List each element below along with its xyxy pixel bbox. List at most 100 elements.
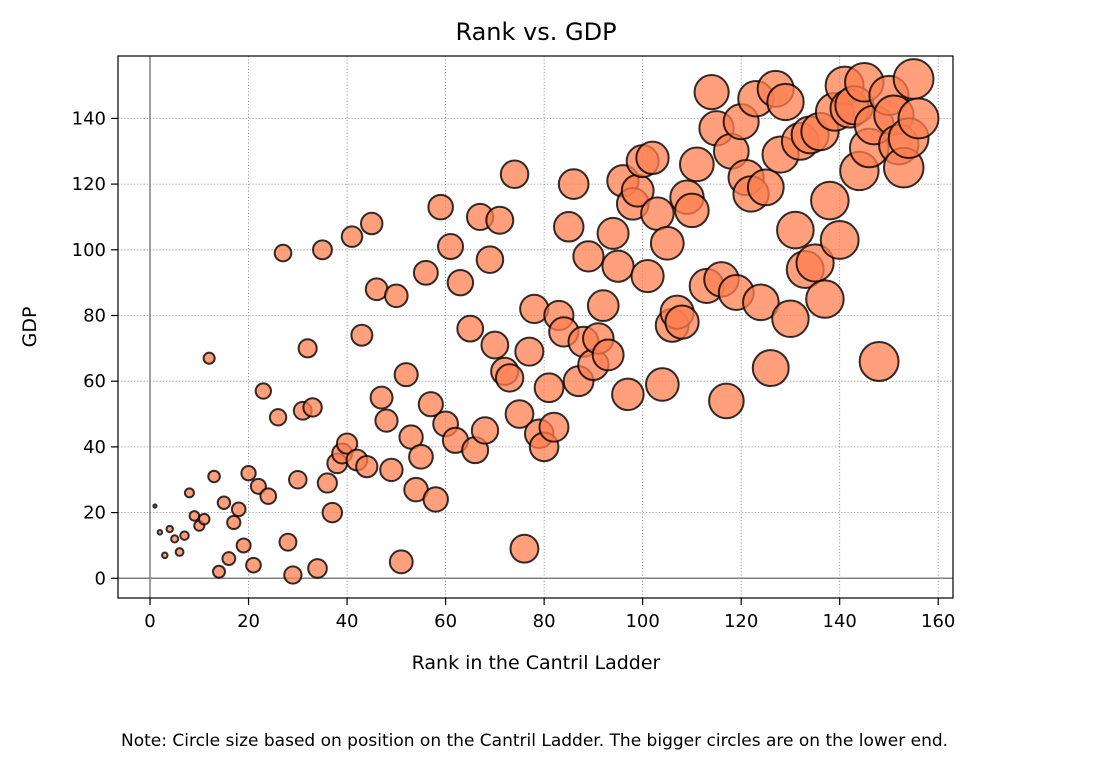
data-point [359, 211, 384, 236]
data-point [202, 351, 216, 365]
data-point [630, 259, 665, 294]
data-point [417, 391, 444, 418]
data-point [649, 225, 685, 261]
data-point [456, 314, 485, 343]
x-tick-label: 80 [533, 611, 556, 632]
data-point [422, 486, 449, 513]
data-point [470, 416, 500, 445]
data-point [393, 362, 419, 388]
data-point [538, 411, 570, 443]
data-point [183, 487, 195, 499]
data-point [384, 283, 409, 309]
y-tick-label: 0 [95, 568, 106, 589]
data-point [197, 512, 211, 526]
x-tick-label: 100 [625, 611, 659, 632]
data-point [819, 220, 860, 260]
data-point [635, 140, 670, 175]
data-point [591, 338, 625, 372]
data-point [514, 336, 545, 367]
y-tick-label: 40 [83, 437, 106, 458]
scatter-chart: Rank vs. GDP Rank in the Cantril Ladder … [19, 18, 955, 674]
zero-lines [118, 56, 953, 598]
data-point [742, 283, 780, 322]
data-point [230, 501, 247, 518]
data-point [475, 245, 505, 274]
data-point [379, 457, 404, 483]
data-point [776, 210, 815, 250]
data-point [586, 289, 620, 322]
data-point [152, 503, 158, 509]
data-point [795, 243, 835, 283]
data-point [226, 514, 242, 531]
y-tick-label: 60 [83, 371, 106, 392]
data-point [302, 397, 323, 418]
size-note: Note: Circle size based on position on t… [121, 731, 949, 751]
data-point [805, 279, 845, 319]
data-point [446, 268, 475, 297]
data-point [221, 551, 237, 566]
data-point [188, 510, 201, 522]
y-axis-label: GDP [19, 307, 41, 348]
data-point [355, 454, 379, 479]
data-point [259, 487, 278, 506]
x-tick-label: 20 [237, 611, 260, 632]
data-point [335, 432, 359, 455]
data-point [216, 495, 232, 510]
x-tick-label: 40 [336, 611, 359, 632]
data-point [297, 338, 318, 359]
data-point [278, 532, 298, 552]
data-point [288, 469, 308, 490]
points-layer [152, 58, 940, 585]
chart-title: Rank vs. GDP [455, 18, 616, 46]
data-point [427, 193, 454, 221]
data-point [499, 159, 530, 190]
data-point [601, 249, 635, 283]
data-point [240, 465, 257, 482]
data-point [645, 367, 680, 402]
data-point [408, 443, 434, 470]
data-point [369, 385, 394, 410]
x-tick-label: 0 [144, 611, 155, 632]
y-tick-label: 140 [72, 108, 106, 129]
data-point [858, 341, 900, 382]
x-tick-label: 60 [434, 611, 457, 632]
data-point [174, 547, 185, 557]
y-tick-label: 100 [72, 240, 106, 261]
data-point [374, 408, 399, 433]
data-point [708, 382, 745, 420]
data-point [674, 192, 710, 229]
data-point [350, 323, 374, 347]
data-point [771, 299, 810, 339]
data-point [165, 524, 174, 534]
data-point [245, 556, 262, 574]
x-tick-label: 160 [921, 611, 955, 632]
plot-area-frame [117, 55, 954, 599]
data-point [254, 382, 272, 400]
data-point [751, 349, 790, 388]
y-ticks: 0 20 40 60 80 100 120 140 [72, 108, 118, 589]
data-point [307, 558, 328, 579]
data-point [509, 533, 540, 564]
y-tick-label: 120 [72, 174, 106, 195]
data-point [311, 239, 333, 261]
data-point [235, 537, 252, 554]
data-point [211, 564, 226, 579]
data-point [437, 233, 465, 261]
data-point [640, 196, 675, 231]
data-point [897, 97, 940, 140]
data-point [388, 549, 414, 575]
data-point [485, 205, 515, 235]
data-point [504, 399, 535, 429]
data-point [283, 565, 303, 585]
data-point [553, 211, 585, 243]
data-point [892, 58, 935, 100]
data-point [664, 304, 700, 340]
x-tick-label: 140 [823, 611, 857, 632]
x-ticks: 0 20 40 60 80 100 120 140 160 [144, 598, 955, 632]
data-point [596, 216, 630, 250]
data-point [678, 146, 715, 183]
data-point [170, 534, 180, 544]
data-point [156, 529, 164, 536]
data-point [207, 469, 221, 484]
data-point [268, 408, 288, 427]
